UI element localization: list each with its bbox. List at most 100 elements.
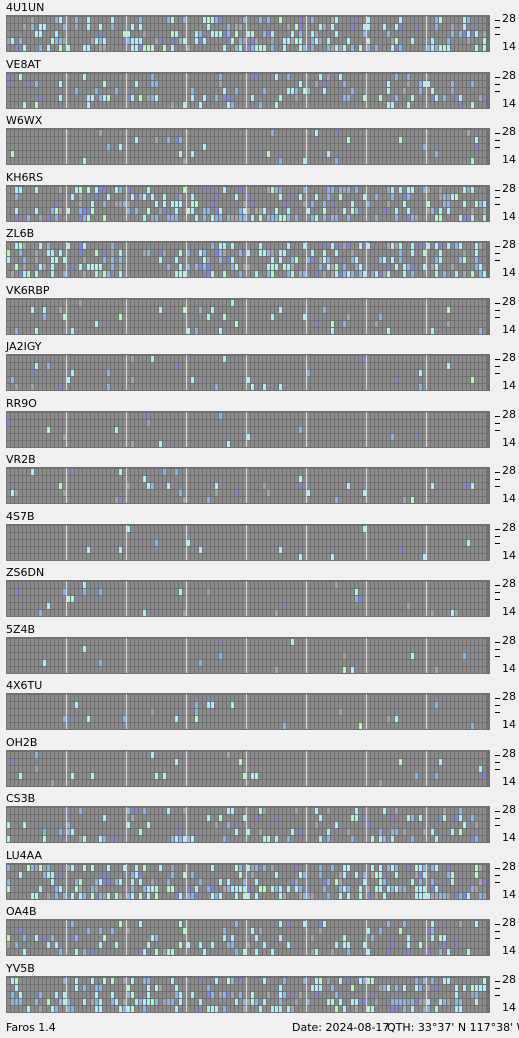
grid-cell: [443, 17, 446, 23]
grid-cell: [35, 151, 38, 157]
grid-cell: [175, 158, 178, 164]
grid-cell: [119, 299, 122, 306]
grid-cell: [227, 130, 230, 136]
grid-cell: [151, 87, 154, 94]
grid-cell: [83, 243, 86, 249]
grid-cell: [279, 370, 282, 376]
grid-cell: [155, 137, 158, 143]
grid-cell: [311, 356, 314, 362]
grid-cell: [63, 363, 66, 369]
grid-cell: [427, 193, 430, 200]
grid-cell: [175, 200, 178, 207]
grid-cell: [211, 207, 214, 214]
grid-cell: [119, 158, 122, 164]
grid-cell: [75, 313, 78, 320]
grid-cell: [139, 80, 142, 87]
grid-cell: [39, 306, 42, 313]
grid-cell: [347, 440, 350, 447]
grid-cell: [303, 243, 306, 249]
grid-cell: [31, 250, 34, 256]
grid-cell: [411, 207, 414, 214]
grid-cell: [375, 271, 378, 277]
grid-cell: [391, 356, 394, 362]
grid-cell: [463, 38, 466, 44]
grid-cell: [75, 130, 78, 136]
grid-cell: [79, 412, 82, 419]
grid-cell: [231, 158, 234, 164]
grid-cell: [235, 31, 238, 37]
grid-cell: [243, 87, 246, 94]
grid-cell: [435, 412, 438, 419]
grid-cell: [439, 207, 442, 214]
grid-cell: [223, 469, 226, 475]
grid-cell: [139, 327, 142, 334]
grid-cell: [67, 151, 70, 157]
grid-cell: [427, 130, 430, 136]
grid-cell: [111, 412, 114, 419]
grid-cell: [299, 377, 302, 383]
axis-tick: [495, 27, 500, 28]
grid-cell: [63, 31, 66, 37]
grid-cell: [175, 144, 178, 150]
grid-cell: [111, 186, 114, 193]
grid-cell: [299, 130, 302, 136]
grid-cell: [415, 327, 418, 334]
grid-cell: [83, 264, 86, 270]
grid-cell: [399, 45, 402, 51]
grid-cell: [339, 370, 342, 376]
grid-cell: [423, 363, 426, 369]
grid-cell: [407, 313, 410, 320]
grid-cell: [243, 370, 246, 376]
grid-cell: [427, 137, 430, 143]
grid-cell: [291, 87, 294, 94]
grid-cell: [435, 377, 438, 383]
grid-cell: [247, 101, 250, 108]
grid-cell: [55, 151, 58, 157]
grid-cell: [435, 137, 438, 143]
grid-cell: [423, 250, 426, 256]
grid-cell: [51, 243, 54, 249]
grid-cell: [143, 17, 146, 23]
grid-cell: [35, 207, 38, 214]
grid-cell: [395, 137, 398, 143]
grid-cell: [175, 363, 178, 369]
grid-cell: [427, 186, 430, 193]
grid-cell: [299, 17, 302, 23]
grid-cell: [203, 17, 206, 23]
grid-cell: [147, 73, 150, 80]
grid-cell: [339, 130, 342, 136]
grid-cell: [411, 94, 414, 101]
grid-cell: [431, 250, 434, 256]
grid-cell: [311, 299, 314, 306]
grid-cell: [95, 24, 98, 30]
grid-cell: [423, 327, 426, 334]
grid-cell: [119, 271, 122, 277]
grid-cell: [427, 377, 430, 383]
grid-cell: [255, 320, 258, 327]
grid-cell: [259, 144, 262, 150]
grid-cell: [67, 313, 70, 320]
grid-cell: [247, 370, 250, 376]
grid-cell: [91, 271, 94, 277]
grid-cell: [331, 45, 334, 51]
grid-cell: [67, 24, 70, 30]
grid-cell: [315, 243, 318, 249]
grid-cell: [287, 193, 290, 200]
grid-cell: [215, 193, 218, 200]
grid-cell: [183, 384, 186, 390]
grid-cell: [319, 243, 322, 249]
grid-cell: [191, 356, 194, 362]
grid-cell: [451, 356, 454, 362]
grid-cell: [235, 426, 238, 433]
station-callsign: VR2B: [6, 453, 36, 466]
grid-cell: [67, 87, 70, 94]
grid-cell: [127, 45, 130, 51]
grid-cell: [303, 257, 306, 263]
grid-cell: [71, 137, 74, 143]
grid-cell: [259, 45, 262, 51]
grid-cell: [271, 299, 274, 306]
grid-cell: [191, 440, 194, 447]
station-panel: RR9O 28 14: [0, 396, 519, 452]
grid-cell: [287, 158, 290, 164]
grid-cell: [367, 38, 370, 44]
